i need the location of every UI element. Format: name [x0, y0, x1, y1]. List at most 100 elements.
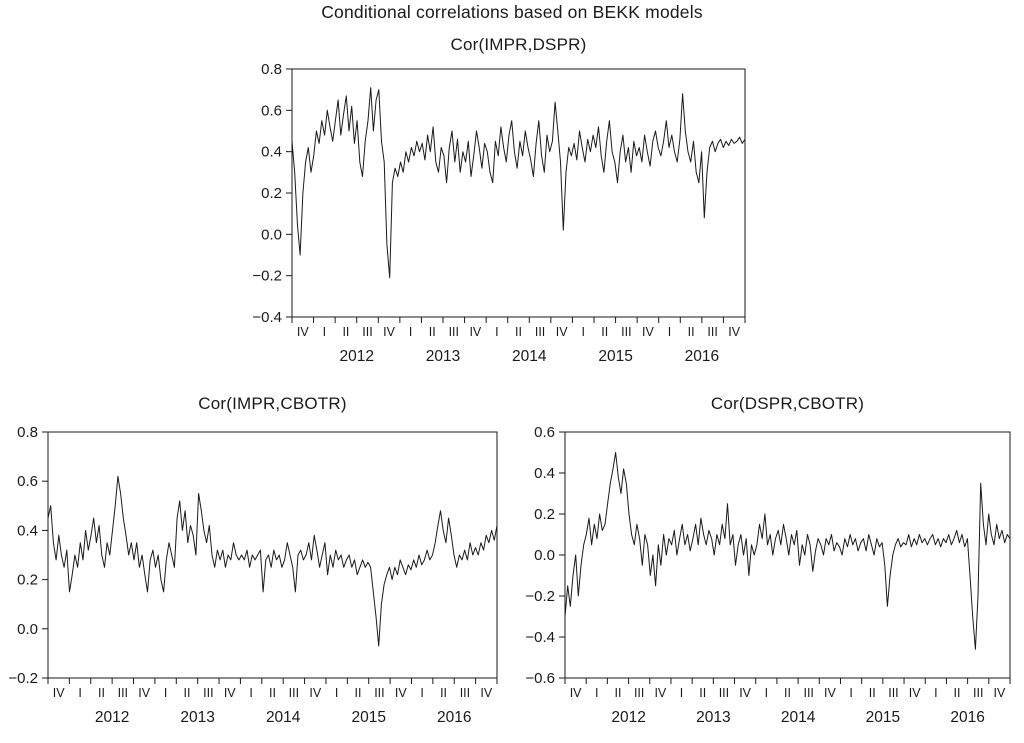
x-tick-label: IV [909, 686, 921, 700]
x-tick-label: III [634, 686, 644, 700]
x-tick-label: II [515, 325, 522, 339]
y-tick-label: 0.2 [17, 572, 38, 589]
x-tick-label: III [973, 686, 983, 700]
x-tick-label: IV [309, 686, 321, 700]
plot-border [291, 68, 746, 318]
y-tick-label: 0.0 [17, 621, 38, 638]
x-tick-label: I [164, 686, 167, 700]
year-label: 2016 [437, 709, 471, 726]
correlation-chart-svg: 0.80.60.40.20.0−0.2IV I II III IV I II III IV I II… [8, 424, 498, 726]
x-tick-label: I [249, 686, 252, 700]
year-label: 2014 [512, 348, 547, 365]
x-tick-label: IV [570, 686, 582, 700]
x-tick-label: IV [480, 686, 492, 700]
y-tick-label: −0.2 [8, 670, 38, 687]
x-tick-label: III [203, 686, 213, 700]
x-tick-label: I [668, 325, 671, 339]
year-label: 2015 [866, 709, 900, 726]
chart-title: Cor(IMPR,DSPR) [450, 35, 587, 54]
y-tick-label: −0.4 [252, 309, 282, 326]
y-tick-label: 0.2 [534, 506, 555, 523]
x-tick-label: II [342, 325, 349, 339]
year-label: 2012 [95, 709, 129, 726]
x-tick-label: IV [993, 686, 1005, 700]
y-tick-label: −0.2 [252, 268, 282, 285]
chart-title: Cor(IMPR,CBOTR) [198, 394, 347, 413]
x-tick-label: I [495, 325, 498, 339]
x-tick-label: II [601, 325, 608, 339]
figure-title: Conditional correlations based on BEKK m… [321, 2, 703, 22]
x-tick-label: III [803, 686, 813, 700]
correlation-chart-svg: 0.60.40.20.0−0.2−0.4−0.6IV I II III IV I II III… [525, 424, 1011, 726]
year-label: 2013 [696, 709, 730, 726]
x-tick-label: III [374, 686, 384, 700]
y-tick-label: 0.8 [261, 61, 282, 78]
x-tick-label: IV [824, 686, 836, 700]
y-tick-label: 0.8 [17, 424, 38, 441]
year-label: 2014 [266, 709, 301, 726]
series-line [291, 87, 746, 279]
chart-cor-impr-dspr: Cor(IMPR,DSPR) 0.8 0.6 0.4 0.2 0.0 −0.2 −0.4 IV… [235, 33, 775, 374]
correlation-chart-svg: 0.80.60.40.20.0−0.2−0.4IV I II III IV I II III I… [252, 61, 746, 365]
x-tick-label: III [707, 325, 717, 339]
x-tick-label: I [680, 686, 683, 700]
x-tick-label: IV [739, 686, 751, 700]
year-label: 2012 [339, 348, 373, 365]
y-tick-label: 0.0 [261, 226, 282, 243]
x-tick-label: I [849, 686, 852, 700]
x-tick-label: IV [383, 325, 395, 339]
year-label: 2013 [180, 709, 214, 726]
x-tick-label: I [409, 325, 412, 339]
x-tick-label: II [614, 686, 621, 700]
x-tick-label: IV [654, 686, 666, 700]
x-tick-label: II [183, 686, 190, 700]
x-tick-label: II [869, 686, 876, 700]
x-tick-label: IV [728, 325, 740, 339]
x-tick-label: IV [395, 686, 407, 700]
x-tick-label: IV [469, 325, 481, 339]
x-tick-label: III [888, 686, 898, 700]
y-tick-label: 0.4 [534, 465, 555, 482]
y-tick-label: 0.6 [17, 473, 38, 490]
x-tick-label: III [621, 325, 631, 339]
y-tick-label: 0.0 [534, 547, 555, 564]
x-tick-label: II [429, 325, 436, 339]
x-tick-label: I [765, 686, 768, 700]
year-label: 2016 [685, 348, 719, 365]
y-tick-label: 0.6 [534, 424, 555, 441]
series-line [564, 452, 1011, 650]
year-label: 2015 [351, 709, 385, 726]
x-tick-label: II [688, 325, 695, 339]
year-label: 2015 [598, 348, 632, 365]
x-tick-label: III [719, 686, 729, 700]
chart-title: Cor(DSPR,CBOTR) [710, 394, 865, 413]
x-tick-label: II [784, 686, 791, 700]
x-tick-label: III [460, 686, 470, 700]
plot-border [47, 431, 498, 679]
x-tick-label: I [335, 686, 338, 700]
x-tick-label: IV [297, 325, 309, 339]
x-tick-label: II [355, 686, 362, 700]
x-tick-label: I [581, 325, 584, 339]
x-tick-label: I [78, 686, 81, 700]
x-tick-label: I [323, 325, 326, 339]
year-label: 2016 [950, 709, 984, 726]
year-label: 2014 [781, 709, 816, 726]
x-tick-label: II [440, 686, 447, 700]
x-tick-label: IV [556, 325, 568, 339]
x-tick-label: III [118, 686, 128, 700]
x-tick-label: II [954, 686, 961, 700]
year-label: 2013 [426, 348, 460, 365]
x-tick-label: IV [642, 325, 654, 339]
y-tick-label: −0.2 [525, 588, 555, 605]
x-tick-label: I [934, 686, 937, 700]
x-tick-label: II [269, 686, 276, 700]
x-tick-label: II [98, 686, 105, 700]
year-label: 2012 [611, 709, 645, 726]
x-tick-label: III [449, 325, 459, 339]
y-tick-label: −0.4 [525, 629, 555, 646]
y-tick-label: 0.4 [17, 522, 38, 539]
x-tick-label: IV [138, 686, 150, 700]
y-tick-label: 0.4 [261, 144, 282, 161]
